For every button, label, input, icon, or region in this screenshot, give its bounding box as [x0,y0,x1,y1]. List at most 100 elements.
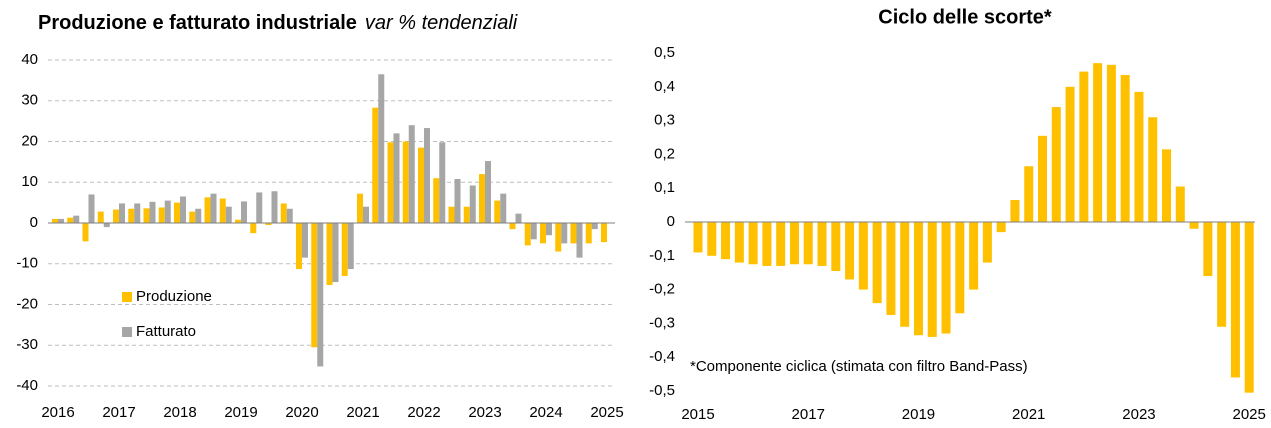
bar [1203,222,1213,277]
bar [900,222,910,327]
legend-swatch [122,327,132,337]
bar [748,222,758,265]
legend-swatch [122,292,132,302]
y-tick-label: -0,3 [649,314,675,331]
bar [576,223,583,258]
bar [1217,222,1227,327]
bar [402,141,409,223]
bar [1230,222,1240,378]
bar [591,223,598,230]
y-tick-label: 0,1 [654,179,675,196]
annotation: *Componente ciclica (stimata con filtro … [690,358,1028,375]
bar [174,202,180,223]
x-tick-label: 2022 [407,404,440,421]
bar [454,178,461,223]
title: Produzione e fatturato industriale [38,12,357,34]
y-tick-label: -0,2 [649,281,675,298]
y-tick-label: -40 [16,377,38,394]
bar [448,206,455,223]
y-tick-label: 0,2 [654,145,675,162]
bar [1065,86,1075,222]
x-tick-label: 2019 [224,404,257,421]
bar [332,223,339,283]
bar [1120,74,1130,222]
bar [1106,64,1116,222]
bar [265,223,272,226]
bar [149,201,156,223]
bar [858,222,868,290]
bar [52,218,58,223]
bar [721,222,731,260]
bar [210,193,217,223]
x-tick-label: 2021 [1012,406,1045,423]
y-tick-label: 20 [21,132,38,149]
bar [180,196,186,223]
y-tick-label: -20 [16,295,38,312]
bar [479,174,485,223]
bar [88,194,95,223]
bar [1024,166,1034,222]
bar [433,178,440,223]
chart-title: Ciclo delle scorte* [878,6,1052,28]
bar [1010,200,1020,222]
bar [524,223,531,246]
bar [378,74,385,223]
y-tick-label: 0 [30,214,38,231]
bar [776,222,786,266]
legend-label: Produzione [136,288,212,305]
bar [585,223,592,244]
bar [927,222,937,337]
bar [955,222,965,314]
bar [509,223,516,230]
bar [189,211,196,223]
bar [164,200,171,223]
x-tick-label: 2016 [41,404,74,421]
bar [540,223,546,244]
y-tick-label: 0,5 [654,44,675,61]
bar [500,193,507,223]
bar [913,222,923,336]
y-tick-label: -0,4 [649,348,675,365]
x-tick-label: 2018 [163,404,196,421]
bar [250,223,257,234]
y-tick-label: 30 [21,92,38,109]
bar [982,222,992,263]
x-tick-label: 2025 [590,404,623,421]
bar [555,223,562,252]
bar [241,201,247,223]
bar [128,208,135,223]
bar [494,200,501,223]
bar [530,223,537,240]
bar [271,191,278,223]
bar [225,206,232,223]
x-tick-label: 2017 [102,404,135,421]
bar [256,192,263,223]
bar [73,215,80,223]
y-tick-label: 0 [667,213,675,230]
bar [762,222,772,266]
x-tick-label: 2024 [529,404,562,421]
bar [570,223,577,244]
bar [886,222,896,315]
y-tick-label: 0,4 [654,78,675,95]
bar [347,223,354,270]
subtitle: var % tendenziali [365,12,518,34]
bar [707,222,717,256]
bar [463,206,470,223]
bar [119,203,125,223]
bar [1162,149,1172,222]
bar [286,208,293,223]
bar [341,223,348,276]
bar [317,223,324,367]
bar [1175,186,1185,222]
bar [113,209,119,223]
bar [546,223,552,236]
y-tick-label: 10 [21,173,38,190]
bar [817,222,827,266]
bar [387,142,394,223]
bar [734,222,744,263]
bar [357,193,363,223]
legend-label: Fatturato [136,323,196,340]
bar [1134,91,1144,223]
bar [296,223,302,270]
